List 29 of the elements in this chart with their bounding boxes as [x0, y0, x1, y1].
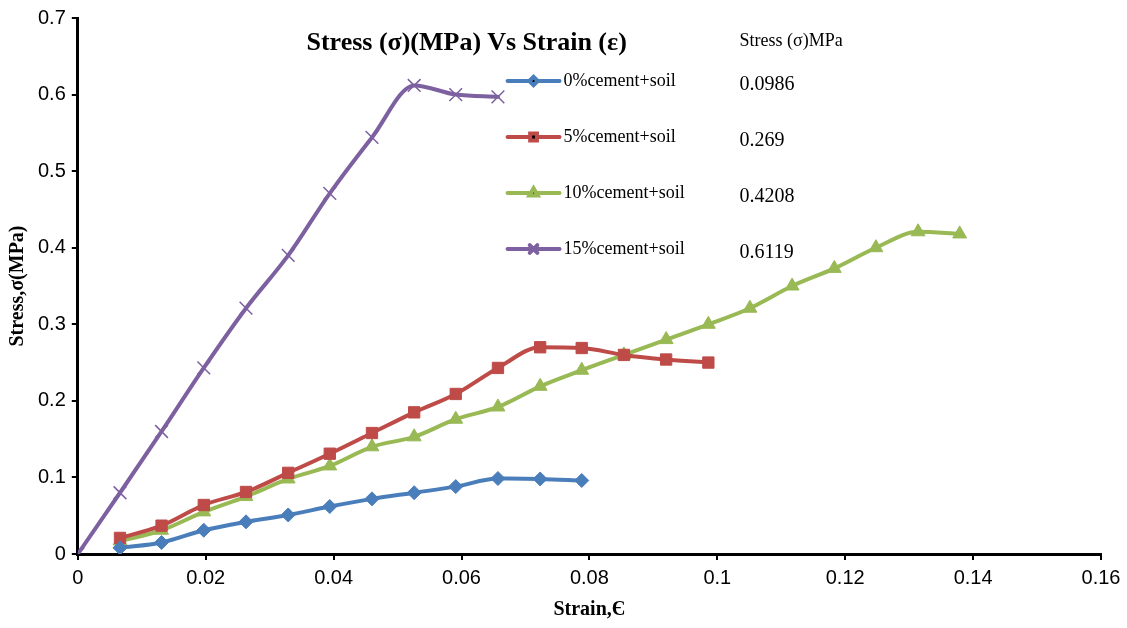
y-tick-label: 0.1	[37, 464, 66, 487]
x-tick-label: 0.06	[442, 565, 481, 588]
x-tick-label: 0.16	[1081, 565, 1121, 588]
y-tick-label: 0.5	[37, 158, 66, 181]
x-tick-label: 0.08	[569, 565, 609, 588]
legend-label: 0%cement+soil	[563, 69, 676, 90]
x-tick-label: 0.14	[953, 565, 993, 588]
x-tick-label: 0.12	[825, 565, 865, 588]
y-tick-label: 0.4	[37, 235, 66, 258]
annotation: 0.4208	[739, 184, 795, 207]
chart-title: Stress (σ)(MPa) Vs Strain (ε)	[306, 26, 627, 56]
legend-label: 5%cement+soil	[563, 125, 676, 146]
annotation: Stress (σ)MPa	[739, 29, 843, 51]
y-axis-title: Stress,σ(MPa)	[5, 225, 29, 347]
y-tick-label: 0	[54, 541, 66, 564]
x-tick-label: 0	[72, 565, 84, 588]
annotation: 0.0986	[739, 72, 795, 95]
annotation: 0.6119	[739, 240, 794, 263]
x-tick-label: 0.04	[314, 565, 354, 588]
x-tick-label: 0.02	[186, 565, 226, 588]
y-tick-label: 0.7	[37, 5, 66, 28]
legend-label: 15%cement+soil	[563, 237, 685, 258]
x-tick-label: 0.1	[703, 565, 732, 588]
y-tick-label: 0.2	[37, 388, 66, 411]
legend-label: 10%cement+soil	[563, 181, 685, 202]
annotation: 0.269	[739, 128, 785, 151]
y-tick-label: 0.6	[37, 82, 66, 105]
x-axis-title: Strain,Є	[553, 597, 626, 620]
y-tick-label: 0.3	[37, 311, 66, 334]
